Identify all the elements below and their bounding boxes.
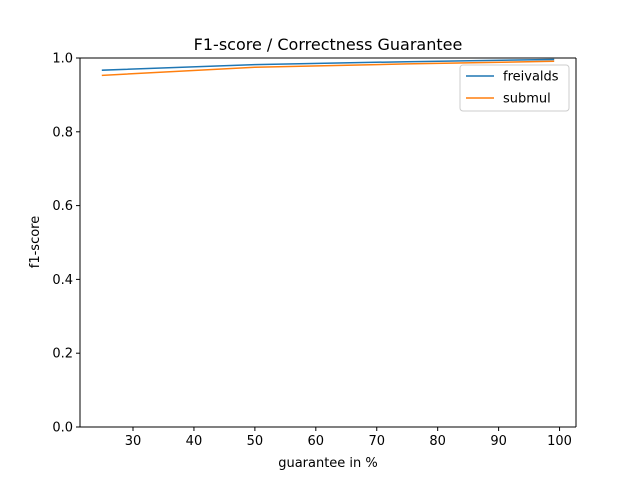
series-line-freivalds — [101, 58, 555, 71]
x-axis-ticks: 30 40 50 60 70 80 90 100 — [125, 427, 572, 449]
x-tick-label: 40 — [186, 434, 203, 449]
x-tick-label: 100 — [547, 434, 572, 449]
series-layer — [101, 58, 555, 77]
x-tick-label: 90 — [490, 434, 507, 449]
x-tick-label: 80 — [429, 434, 446, 449]
legend: freivalds submul — [459, 64, 570, 112]
x-tick-label: 30 — [125, 434, 142, 449]
y-tick-label: 0.8 — [52, 125, 73, 140]
y-axis-label: f1-score — [28, 216, 43, 268]
plot-area — [80, 58, 576, 427]
y-tick-label: 0.6 — [52, 199, 73, 214]
y-tick-label: 1.0 — [52, 52, 73, 67]
axes-frame — [79, 57, 577, 428]
x-axis-label: guarantee in % — [278, 456, 378, 471]
chart-title: F1-score / Correctness Guarantee — [194, 35, 463, 54]
series-line-submul — [101, 60, 555, 77]
y-tick-label: 0.0 — [52, 421, 73, 436]
y-axis-ticks: 0.0 0.2 0.4 0.6 0.8 1.0 — [52, 52, 80, 436]
legend-label-freivalds: freivalds — [503, 70, 559, 85]
y-tick-label: 0.4 — [52, 273, 73, 288]
legend-label-submul: submul — [503, 92, 551, 107]
y-tick-label: 0.2 — [52, 347, 73, 362]
x-tick-label: 60 — [308, 434, 325, 449]
legend-items: freivalds submul — [466, 70, 559, 107]
x-tick-label: 70 — [368, 434, 385, 449]
x-tick-label: 50 — [247, 434, 264, 449]
